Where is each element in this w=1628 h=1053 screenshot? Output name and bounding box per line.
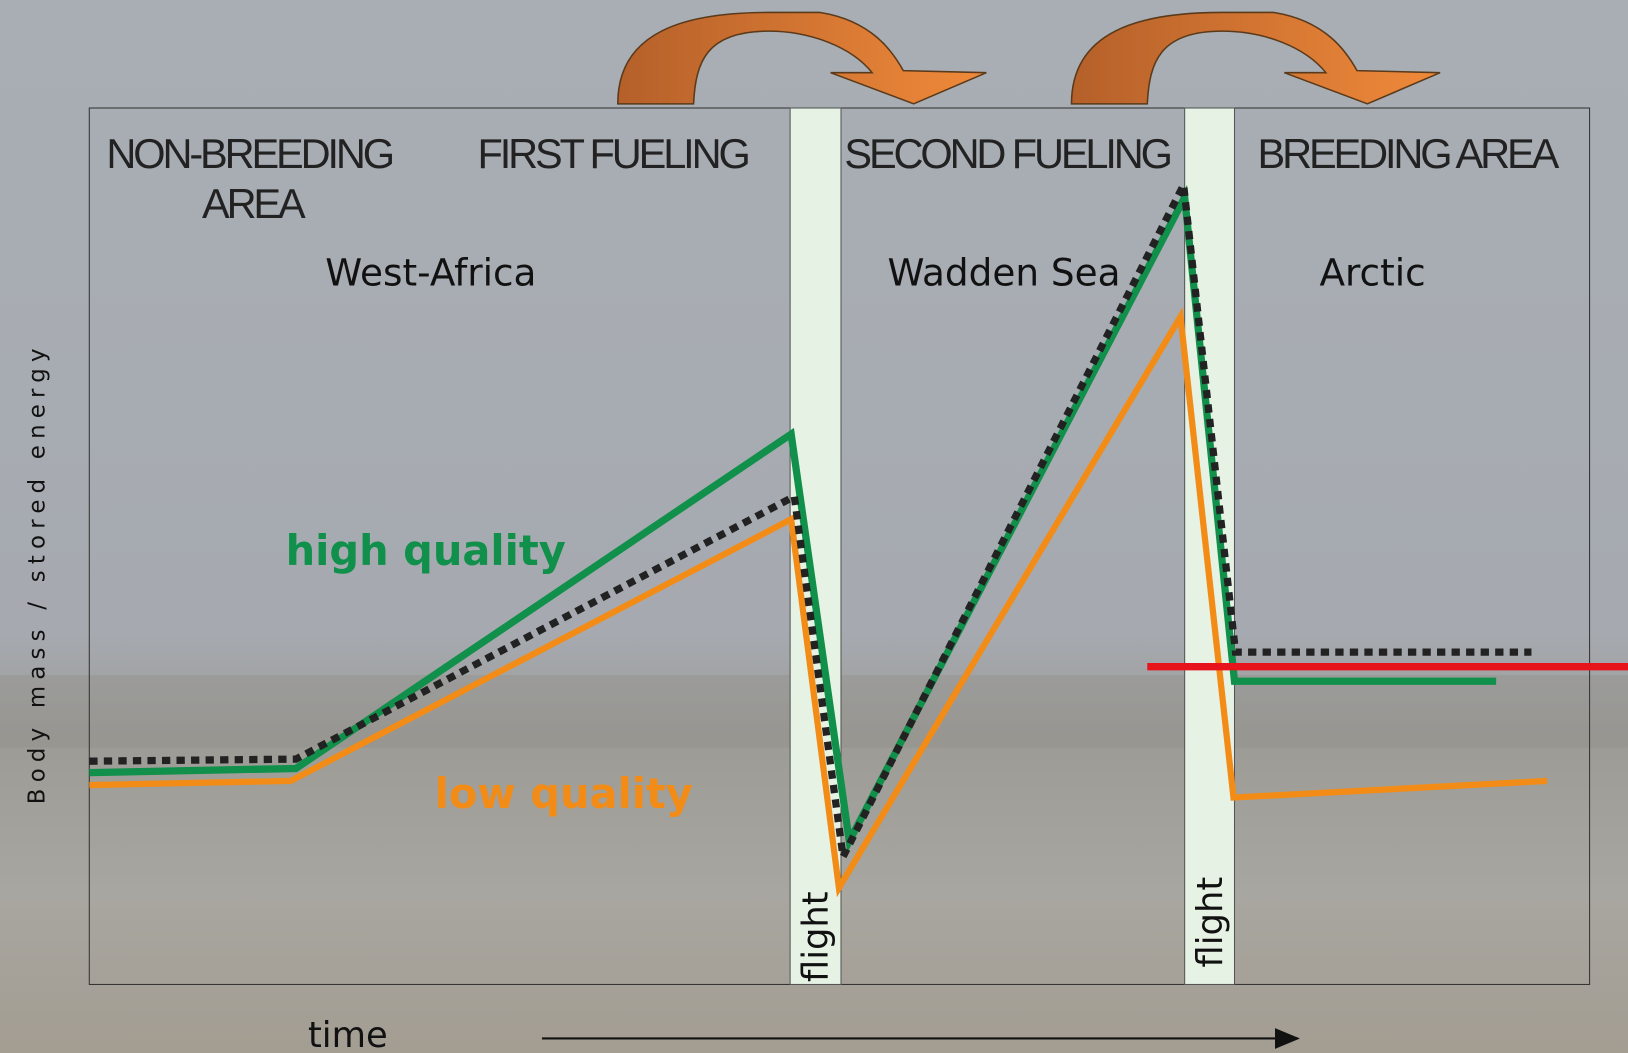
zone-label: SECOND FUELING: [844, 130, 1170, 177]
legend-low: low quality: [435, 769, 693, 818]
region-label: Arctic: [1319, 251, 1425, 295]
y-axis-label: Body mass / stored energy: [25, 342, 51, 804]
region-label: Wadden Sea: [887, 251, 1120, 295]
transition-arrow: [1070, 11, 1441, 105]
low-quality-line: [89, 307, 1548, 898]
zone-label: FIRST FUELING: [478, 130, 749, 177]
zone-label: AREA: [202, 180, 306, 227]
zone-label: NON-BREEDING: [106, 130, 392, 177]
average-line: [89, 172, 1532, 869]
legend-high: high quality: [286, 526, 566, 575]
region-label: West-Africa: [325, 251, 536, 295]
x-axis-label: time: [308, 1015, 388, 1053]
zone-label: BREEDING AREA: [1258, 130, 1560, 177]
transition-arrow: [616, 11, 987, 105]
flight-label: flight: [1190, 877, 1231, 968]
flight-label: flight: [796, 891, 837, 982]
